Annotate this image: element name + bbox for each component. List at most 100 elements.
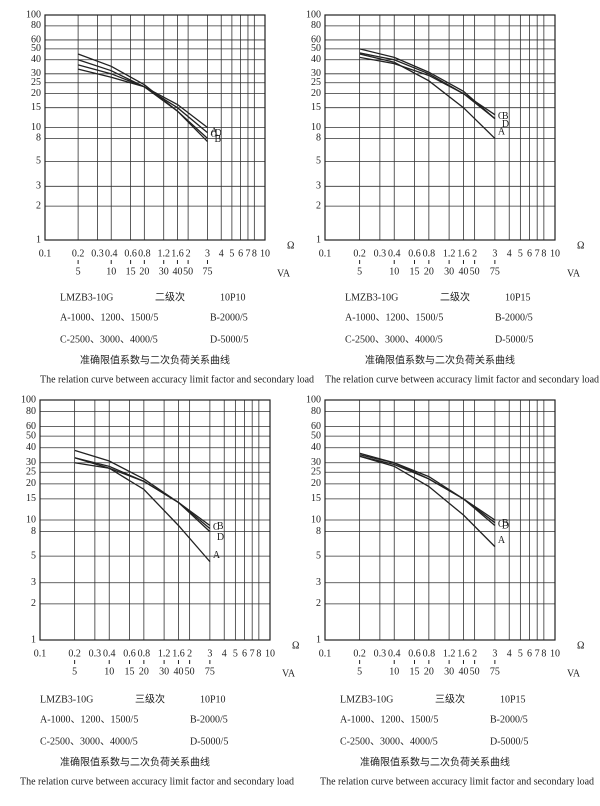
y-tick-label: 1 bbox=[31, 634, 36, 645]
y-tick-label: 10 bbox=[311, 122, 321, 133]
curve-label: A bbox=[213, 550, 221, 561]
x-tick-label: 0.4 bbox=[103, 648, 116, 659]
rating: B-2000/5 bbox=[495, 312, 533, 323]
x2-tick-label: 50 bbox=[470, 666, 480, 677]
x-tick-label: 5 bbox=[518, 648, 523, 659]
caption: 准确限值系数与二次负荷关系曲线 bbox=[60, 755, 210, 768]
x2-tick-label: 10 bbox=[389, 266, 399, 277]
x-tick-label: 0.6 bbox=[123, 648, 136, 659]
accuracy: 10P10 bbox=[200, 694, 226, 705]
x-tick-label: 0.3 bbox=[91, 248, 104, 259]
x-tick-label: 0.1 bbox=[39, 248, 52, 259]
y-tick-label: 40 bbox=[31, 54, 41, 65]
y-tick-label: 40 bbox=[311, 442, 321, 453]
x2-tick-label: 50 bbox=[470, 266, 480, 277]
x2-tick-label: 40 bbox=[458, 666, 468, 677]
model: LMZB3-10G bbox=[340, 694, 393, 705]
rating: C-2500、3000、4000/5 bbox=[345, 334, 443, 345]
x-unit: Ω bbox=[287, 240, 294, 251]
x-unit: Ω bbox=[577, 240, 584, 251]
y-tick-label: 5 bbox=[316, 550, 321, 561]
plot-frame bbox=[324, 14, 556, 241]
y-tick-label: 8 bbox=[36, 133, 41, 144]
y-tick-label: 30 bbox=[26, 457, 36, 468]
rating: C-2500、3000、4000/5 bbox=[60, 334, 158, 345]
x2-tick-label: 5 bbox=[76, 266, 81, 277]
y-tick-label: 25 bbox=[26, 467, 36, 478]
curve-label: B bbox=[502, 111, 509, 122]
x2-tick-label: 75 bbox=[490, 266, 500, 277]
y-tick-label: 10 bbox=[31, 122, 41, 133]
y-tick-label: 2 bbox=[31, 598, 36, 609]
accuracy: 10P10 bbox=[220, 292, 246, 303]
x-tick-label: 3 bbox=[207, 648, 212, 659]
grade: 三级次 bbox=[135, 692, 165, 705]
x-tick-label: 3 bbox=[492, 248, 497, 259]
x-tick-label: 0.1 bbox=[34, 648, 47, 659]
y-tick-label: 20 bbox=[311, 88, 321, 99]
accuracy: 10P15 bbox=[505, 292, 531, 303]
x-tick-label: 0.4 bbox=[105, 248, 118, 259]
y-tick-label: 60 bbox=[26, 421, 36, 432]
x2-unit: VA bbox=[282, 668, 296, 679]
rating: D-5000/5 bbox=[495, 334, 533, 345]
y-tick-label: 60 bbox=[311, 421, 321, 432]
plot-frame bbox=[39, 399, 271, 641]
x-tick-label: 5 bbox=[233, 648, 238, 659]
model: LMZB3-10G bbox=[60, 292, 113, 303]
y-tick-label: 1 bbox=[316, 634, 321, 645]
y-tick-label: 20 bbox=[311, 478, 321, 489]
y-tick-label: 2 bbox=[316, 598, 321, 609]
y-tick-label: 20 bbox=[26, 478, 36, 489]
x-tick-label: 4 bbox=[222, 648, 227, 659]
y-tick-label: 50 bbox=[311, 430, 321, 441]
curve bbox=[77, 53, 208, 139]
plot-frame bbox=[324, 399, 556, 641]
x-unit: Ω bbox=[292, 640, 299, 651]
curve-label: C bbox=[210, 129, 217, 140]
y-tick-label: 15 bbox=[311, 102, 321, 113]
x-tick-label: 4 bbox=[507, 248, 512, 259]
y-tick-label: 30 bbox=[311, 457, 321, 468]
x-tick-label: 0.3 bbox=[374, 648, 387, 659]
x2-tick-label: 75 bbox=[490, 666, 500, 677]
y-tick-label: 8 bbox=[31, 526, 36, 537]
x2-tick-label: 30 bbox=[444, 666, 454, 677]
x2-tick-label: 30 bbox=[159, 666, 169, 677]
x-tick-label: 7 bbox=[535, 648, 540, 659]
curve-label: A bbox=[210, 127, 218, 138]
rating: B-2000/5 bbox=[210, 312, 248, 323]
x-unit: Ω bbox=[577, 640, 584, 651]
x-tick-label: 0.2 bbox=[72, 248, 85, 259]
y-tick-label: 80 bbox=[26, 406, 36, 417]
rating: D-5000/5 bbox=[190, 736, 228, 747]
x2-tick-label: 10 bbox=[106, 266, 116, 277]
curve-label: B bbox=[502, 518, 509, 529]
x-tick-label: 7 bbox=[245, 248, 250, 259]
x-tick-label: 0.8 bbox=[423, 648, 436, 659]
x-tick-label: 0.4 bbox=[388, 648, 401, 659]
curve bbox=[359, 454, 496, 521]
caption: 准确限值系数与二次负荷关系曲线 bbox=[360, 755, 510, 768]
rating: D-5000/5 bbox=[210, 334, 248, 345]
x-tick-label: 8 bbox=[252, 248, 257, 259]
curve bbox=[359, 53, 496, 139]
rating: B-2000/5 bbox=[190, 714, 228, 725]
x-tick-label: 5 bbox=[229, 248, 234, 259]
x2-unit: VA bbox=[567, 668, 581, 679]
y-tick-label: 80 bbox=[31, 20, 41, 31]
x-tick-label: 0.1 bbox=[319, 648, 332, 659]
caption-en: The relation curve between accuracy limi… bbox=[320, 776, 594, 787]
model: LMZB3-10G bbox=[40, 694, 93, 705]
y-tick-label: 10 bbox=[26, 514, 36, 525]
x2-unit: VA bbox=[277, 268, 291, 279]
curve-label: D bbox=[502, 520, 509, 531]
y-tick-label: 25 bbox=[311, 467, 321, 478]
x-tick-label: 1.2 bbox=[443, 248, 456, 259]
grade: 二级次 bbox=[155, 290, 185, 303]
x-tick-label: 4 bbox=[219, 248, 224, 259]
x-tick-label: 8 bbox=[541, 248, 546, 259]
x2-tick-label: 40 bbox=[458, 266, 468, 277]
curve bbox=[74, 449, 211, 529]
